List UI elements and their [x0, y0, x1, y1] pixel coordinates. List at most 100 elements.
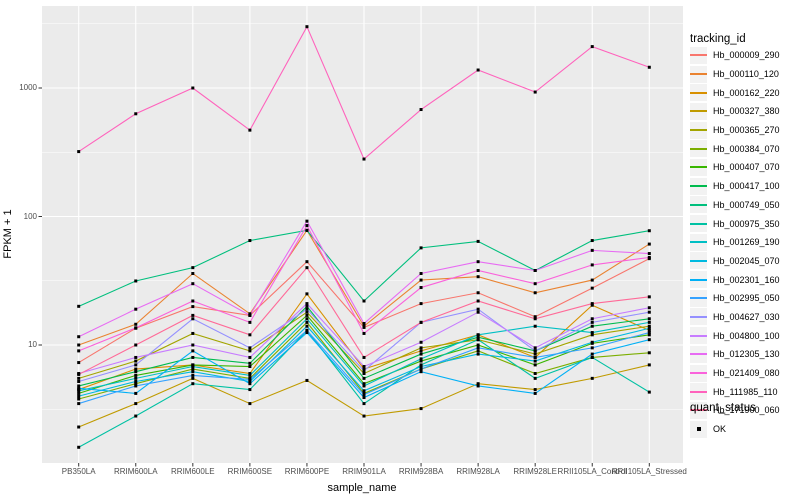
legend-item-label: Hb_000749_050 — [713, 199, 780, 210]
data-point — [191, 343, 195, 347]
legend-color-line-icon — [690, 91, 707, 94]
data-point — [533, 291, 537, 295]
data-point — [647, 333, 651, 337]
legend-key-box — [690, 420, 707, 438]
data-point — [191, 299, 195, 303]
data-point — [305, 320, 309, 324]
data-point — [248, 128, 252, 132]
data-point — [590, 355, 594, 359]
data-point — [476, 291, 480, 295]
legend-item-label: Hb_002301_160 — [713, 274, 780, 285]
data-point — [305, 228, 309, 232]
data-point — [77, 384, 81, 388]
data-point — [248, 333, 252, 337]
data-point — [590, 346, 594, 350]
legend-color-line-icon — [690, 110, 707, 113]
data-point — [134, 384, 138, 388]
data-point — [362, 376, 366, 380]
data-point — [362, 157, 366, 161]
data-point — [647, 65, 651, 69]
legend-key-box — [690, 308, 707, 326]
legend-color-line-icon — [690, 353, 707, 356]
legend-item-label: Hb_021409_080 — [713, 368, 780, 379]
data-point — [419, 349, 423, 353]
data-point — [362, 389, 366, 393]
data-point — [590, 263, 594, 267]
data-point — [533, 324, 537, 328]
data-point — [77, 361, 81, 365]
x-tick-label: RRIM600LA — [113, 467, 158, 476]
data-point — [590, 324, 594, 328]
data-point — [533, 268, 537, 272]
data-point — [362, 324, 366, 328]
data-point — [134, 376, 138, 380]
legend-key-box — [690, 233, 707, 251]
data-point — [533, 376, 537, 380]
x-tick-label: RRIM928LA — [456, 467, 500, 476]
data-point — [476, 275, 480, 279]
data-point — [362, 299, 366, 303]
data-point — [305, 324, 309, 328]
data-point — [533, 372, 537, 376]
legend-item: Hb_000749_050 — [690, 196, 780, 215]
data-point — [134, 373, 138, 377]
data-point — [305, 310, 309, 314]
legend-item: Hb_002301_160 — [690, 270, 780, 289]
data-point — [590, 248, 594, 252]
legend-key-box — [690, 215, 707, 233]
x-tick-label: RRIM928LE — [513, 467, 557, 476]
data-point — [77, 379, 81, 383]
data-point — [647, 306, 651, 310]
data-point — [647, 320, 651, 324]
data-point — [248, 365, 252, 369]
legend-color-line-icon — [690, 241, 707, 244]
legend-color-line-icon — [690, 334, 707, 337]
data-point — [647, 351, 651, 355]
data-point — [77, 425, 81, 429]
data-point — [476, 352, 480, 356]
data-point — [305, 25, 309, 29]
data-point — [590, 317, 594, 321]
data-point — [362, 365, 366, 369]
legend-item: Hb_004627_030 — [690, 308, 780, 327]
legend-color-line-icon — [690, 54, 707, 57]
x-tick-label: RRIM901LA — [342, 467, 386, 476]
data-point — [134, 391, 138, 395]
data-point — [134, 322, 138, 326]
data-point — [419, 370, 423, 374]
data-point — [134, 414, 138, 418]
data-point — [134, 279, 138, 283]
data-point — [419, 302, 423, 306]
data-point — [305, 304, 309, 308]
data-point — [77, 335, 81, 339]
data-point — [476, 310, 480, 314]
legend-item: Hb_000407_070 — [690, 158, 780, 177]
legend-item-label: OK — [713, 424, 727, 435]
data-point — [134, 382, 138, 386]
data-point — [248, 349, 252, 353]
legend-item: Hb_000365_270 — [690, 121, 780, 140]
data-point — [191, 349, 195, 353]
legend-item: Hb_002045_070 — [690, 252, 780, 271]
data-point — [419, 357, 423, 361]
legend-color-line-icon — [690, 409, 707, 412]
data-point — [248, 388, 252, 392]
data-point — [191, 376, 195, 380]
data-point — [77, 372, 81, 376]
data-point — [647, 328, 651, 332]
data-point — [134, 363, 138, 367]
data-point — [134, 370, 138, 374]
data-point — [476, 349, 480, 353]
data-point — [647, 295, 651, 299]
legend-title-quant-status: quant_status — [690, 402, 756, 414]
legend-key-box — [690, 102, 707, 120]
data-point — [647, 363, 651, 367]
legend-item-label: Hb_000110_120 — [713, 69, 779, 80]
data-point — [191, 363, 195, 367]
data-point — [476, 333, 480, 337]
legend-item: Hb_000384_070 — [690, 139, 780, 158]
legend-item-label: Hb_000327_380 — [713, 106, 780, 117]
data-point — [362, 382, 366, 386]
data-point — [77, 343, 81, 347]
data-point — [77, 150, 81, 154]
